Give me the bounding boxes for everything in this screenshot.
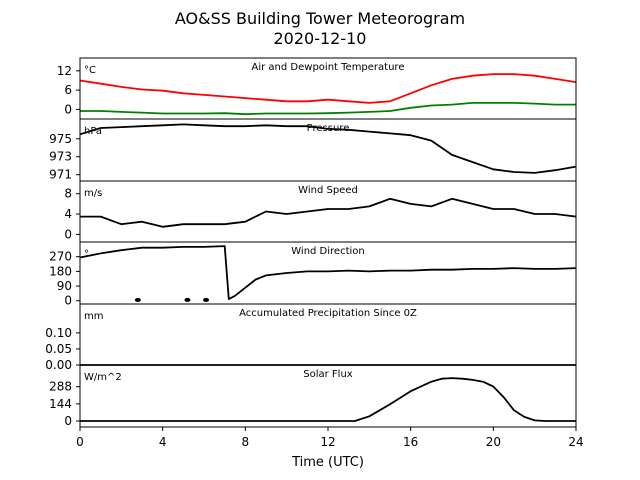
y-tick-label: 0 [64,294,72,308]
y-tick-label: 0.00 [45,358,72,372]
y-tick-label: 90 [57,279,72,293]
panel-2: 975 973 971 hPa Pressure [49,118,577,182]
panel-title: Solar Flux [303,369,353,380]
panel-unit-label: mm [84,311,103,322]
y-tick-label: 0.10 [45,326,72,340]
series-line [80,197,577,228]
panels-group: 12 6 0 °C Air and Dewpoint Temperature 975 973… [45,57,577,428]
panel-3: 8 4 0 m/s Wind Speed [64,180,577,243]
data-point [184,297,191,302]
data-point [203,297,210,302]
panel-unit-label: °C [84,65,96,76]
panel-1: 12 6 0 °C Air and Dewpoint Temperature [57,57,577,120]
y-tick-label: 12 [57,64,72,78]
panel-unit-label: hPa [84,126,102,137]
y-tick-label: 180 [49,264,72,278]
x-tick-label: 4 [159,435,167,449]
y-tick-label: 973 [49,150,72,164]
y-tick-label: 270 [49,250,72,264]
y-tick-label: 0 [64,102,72,116]
panel-5: 0.10 0.05 0.00 mm Accumulated Precipitation … [45,303,577,372]
panel-unit-label: m/s [84,188,102,199]
x-tick-label: 24 [568,435,583,449]
y-tick-label: 8 [64,187,72,201]
series-line [79,245,577,301]
panel-title: Accumulated Precipitation Since 0Z [239,308,417,319]
panel-title: Pressure [307,123,350,134]
x-tick-label: 8 [242,435,250,449]
x-tick-label: 20 [486,435,501,449]
y-tick-label: 0 [64,227,72,241]
series-line [79,73,577,104]
y-tick-label: 6 [64,83,72,97]
y-tick-label: 144 [49,397,72,411]
series-line [79,123,577,174]
y-tick-label: 288 [49,380,72,394]
y-tick-label: 0 [64,414,72,428]
panel-title: Wind Direction [291,246,365,257]
panel-unit-label: W/m^2 [84,372,122,383]
x-tick-label: 0 [76,435,84,449]
panel-6: 288 144 0 W/m^2 Solar Flux [49,364,577,428]
series-line [80,377,576,422]
x-axis-ticks: 0 4 8 12 16 20 24 [76,427,584,449]
chart-subtitle: 2020-12-10 [274,29,367,48]
x-tick-label: 12 [320,435,335,449]
chart-title: AO&SS Building Tower Meteorogram [175,9,465,28]
series-line [80,102,576,116]
x-tick-label: 16 [403,435,418,449]
panel-title: Wind Speed [298,185,358,196]
y-tick-label: 4 [64,207,72,221]
panel-unit-label: ° [84,249,89,260]
y-tick-label: 971 [49,168,72,182]
data-point [134,297,141,302]
y-tick-label: 0.05 [45,342,72,356]
x-axis-label: Time (UTC) [291,455,364,470]
y-tick-label: 975 [49,132,72,146]
panel-title: Air and Dewpoint Temperature [252,62,405,73]
